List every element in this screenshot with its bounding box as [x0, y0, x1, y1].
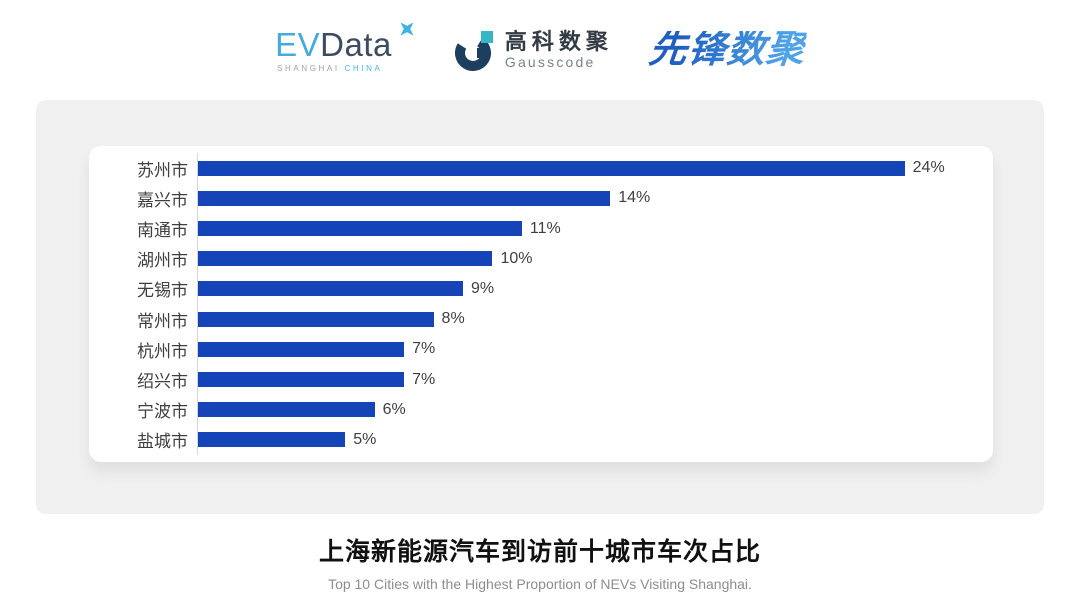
pioneer-wordmark-text: 先锋数聚 — [646, 29, 808, 71]
category-label: 无锡市 — [137, 281, 188, 301]
evdata-china-text: CHINA — [344, 63, 383, 73]
bar — [198, 341, 405, 357]
bar — [198, 251, 493, 267]
chart-row: 苏州市 24% — [89, 153, 993, 184]
chart-row: 常州市 8% — [89, 304, 993, 335]
chart-title: 上海新能源汽车到访前十城市车次占比 — [318, 538, 761, 566]
evdata-data-text: Data — [320, 25, 392, 63]
bar — [198, 311, 434, 327]
evdata-logo: EVData SHANGHAI CHINA — [275, 22, 418, 73]
chart-row: 绍兴市 7% — [89, 364, 993, 395]
bar — [198, 402, 375, 418]
logo-header: EVData SHANGHAI CHINA 高科数聚 Gausscode 先锋数… — [0, 18, 1080, 82]
category-label: 宁波市 — [137, 402, 188, 422]
pioneer-logo: 先锋数聚 — [646, 29, 808, 71]
value-label: 10% — [500, 249, 533, 267]
category-label: 绍兴市 — [137, 372, 188, 392]
bar — [198, 160, 905, 176]
value-label: 7% — [412, 370, 436, 388]
bar — [198, 190, 611, 206]
chart-row: 盐城市 5% — [89, 424, 993, 456]
bar-track: 7% — [197, 364, 993, 395]
chart-row: 宁波市 6% — [89, 394, 993, 425]
chart-row: 南通市 11% — [89, 213, 993, 244]
evdata-shanghai-text: SHANGHAI — [277, 63, 340, 73]
footer: 上海新能源汽车到访前十城市车次占比 Top 10 Cities with the… — [0, 532, 1080, 592]
value-label: 7% — [412, 340, 436, 358]
evdata-wordmark: EVData — [275, 22, 418, 63]
value-label: 8% — [441, 310, 465, 328]
chart-panel: 苏州市 24% 嘉兴市 14% 南通市 11% 湖州市 10% 无锡市 9% 常州市 8% 杭州市 7% 绍… — [89, 146, 993, 462]
bar-chart: 苏州市 24% 嘉兴市 14% 南通市 11% 湖州市 10% 无锡市 9% 常州市 8% 杭州市 7% 绍… — [89, 153, 993, 456]
bar — [198, 281, 463, 297]
gausscode-logo: 高科数聚 Gausscode — [454, 28, 613, 72]
bar — [198, 372, 405, 388]
category-label: 嘉兴市 — [137, 190, 188, 210]
bar-track: 10% — [197, 243, 993, 274]
bar-track: 14% — [197, 183, 993, 214]
value-label: 6% — [382, 400, 406, 418]
gausscode-g-icon — [454, 31, 493, 71]
bar-track: 8% — [197, 304, 993, 335]
bar-track: 24% — [197, 153, 993, 184]
value-label: 9% — [470, 279, 495, 297]
category-label: 湖州市 — [137, 251, 188, 271]
evdata-subtext: SHANGHAI CHINA — [277, 64, 382, 73]
gausscode-en-text: Gausscode — [504, 53, 596, 70]
value-label: 5% — [353, 430, 377, 448]
chart-subtitle: Top 10 Cities with the Highest Proportio… — [328, 576, 752, 592]
chart-row: 杭州市 7% — [89, 334, 993, 365]
category-label: 盐城市 — [137, 432, 188, 452]
category-label: 南通市 — [137, 221, 188, 240]
value-label: 14% — [618, 189, 651, 207]
bar-track: 7% — [197, 334, 993, 365]
bar-track: 9% — [197, 273, 993, 305]
bar-track: 6% — [197, 394, 993, 425]
category-label: 苏州市 — [137, 160, 188, 180]
gausscode-wordmark: 高科数聚 Gausscode — [504, 28, 613, 71]
chart-card: 苏州市 24% 嘉兴市 14% 南通市 11% 湖州市 10% 无锡市 9% 常州市 8% 杭州市 7% 绍… — [36, 100, 1044, 514]
bar — [198, 432, 346, 448]
chart-row: 无锡市 9% — [89, 273, 993, 305]
category-label: 杭州市 — [137, 341, 188, 361]
evdata-ev-text: EV — [275, 25, 321, 63]
value-label: 24% — [912, 159, 945, 177]
gausscode-cn-text: 高科数聚 — [504, 28, 613, 54]
chart-row: 湖州市 10% — [89, 243, 993, 274]
evdata-star-icon — [400, 22, 414, 35]
value-label: 11% — [529, 219, 561, 237]
bar-track: 11% — [197, 213, 993, 244]
category-label: 常州市 — [137, 311, 188, 331]
bar-track: 5% — [197, 424, 993, 456]
bar — [198, 221, 522, 236]
chart-row: 嘉兴市 14% — [89, 183, 993, 214]
